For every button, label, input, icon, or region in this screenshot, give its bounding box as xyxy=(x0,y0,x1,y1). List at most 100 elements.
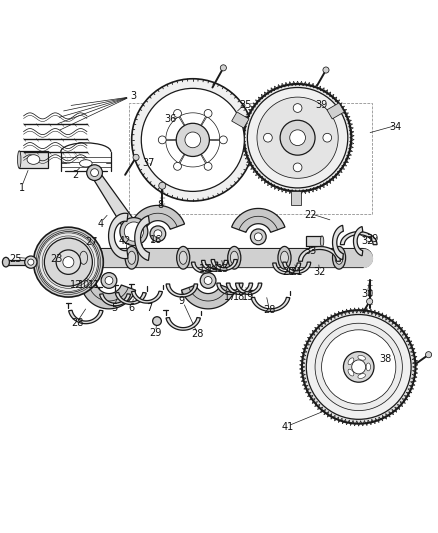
Circle shape xyxy=(290,130,305,146)
Ellipse shape xyxy=(27,155,40,164)
Polygon shape xyxy=(135,216,149,261)
Ellipse shape xyxy=(348,369,354,376)
Ellipse shape xyxy=(228,246,241,269)
Polygon shape xyxy=(273,263,300,274)
Polygon shape xyxy=(166,140,187,163)
Circle shape xyxy=(133,154,139,160)
Polygon shape xyxy=(340,232,377,245)
Bar xyxy=(327,103,344,119)
Circle shape xyxy=(315,323,403,410)
Circle shape xyxy=(152,317,161,326)
Circle shape xyxy=(244,84,351,191)
Text: 35: 35 xyxy=(239,100,251,110)
Text: 1: 1 xyxy=(18,183,25,193)
Polygon shape xyxy=(226,283,253,294)
Circle shape xyxy=(254,233,262,241)
Text: 36: 36 xyxy=(164,114,176,124)
Ellipse shape xyxy=(177,246,190,269)
Text: 13: 13 xyxy=(198,264,211,273)
Circle shape xyxy=(87,165,102,181)
Ellipse shape xyxy=(320,236,324,246)
Circle shape xyxy=(306,314,411,419)
Circle shape xyxy=(352,360,366,374)
Ellipse shape xyxy=(281,251,288,264)
Bar xyxy=(290,191,301,205)
Ellipse shape xyxy=(80,251,88,264)
Text: 5: 5 xyxy=(111,303,117,313)
Polygon shape xyxy=(201,261,228,271)
Circle shape xyxy=(426,352,431,358)
Polygon shape xyxy=(353,227,363,256)
Text: 32: 32 xyxy=(361,236,374,246)
Circle shape xyxy=(132,79,254,201)
Circle shape xyxy=(200,272,216,288)
Text: 12: 12 xyxy=(70,280,82,290)
Text: 28: 28 xyxy=(71,318,83,328)
Circle shape xyxy=(101,272,117,288)
Circle shape xyxy=(28,259,34,265)
Circle shape xyxy=(321,330,396,404)
Circle shape xyxy=(154,230,162,238)
Ellipse shape xyxy=(179,251,187,264)
Circle shape xyxy=(247,87,348,188)
Ellipse shape xyxy=(358,374,365,378)
Circle shape xyxy=(173,109,181,117)
Polygon shape xyxy=(181,285,235,309)
Ellipse shape xyxy=(80,160,92,167)
Polygon shape xyxy=(115,293,146,304)
Circle shape xyxy=(120,217,148,246)
Ellipse shape xyxy=(18,151,21,168)
Text: 11: 11 xyxy=(88,280,100,290)
Text: 27: 27 xyxy=(85,238,98,247)
Ellipse shape xyxy=(278,246,291,269)
Text: 7: 7 xyxy=(146,303,152,313)
Polygon shape xyxy=(332,225,343,260)
Circle shape xyxy=(25,256,37,268)
Bar xyxy=(306,236,322,246)
Ellipse shape xyxy=(332,246,346,269)
Text: 14: 14 xyxy=(207,264,219,273)
Circle shape xyxy=(105,277,113,285)
Text: 10: 10 xyxy=(78,280,91,290)
Ellipse shape xyxy=(366,363,371,371)
Polygon shape xyxy=(217,283,243,294)
Polygon shape xyxy=(91,170,140,236)
Text: 42: 42 xyxy=(119,236,131,246)
Text: 21: 21 xyxy=(290,266,303,277)
Circle shape xyxy=(280,120,315,155)
Circle shape xyxy=(264,133,272,142)
Text: 20: 20 xyxy=(283,266,295,277)
Text: 16: 16 xyxy=(149,235,162,245)
Circle shape xyxy=(158,136,166,144)
Text: 4: 4 xyxy=(98,219,104,229)
Text: 30: 30 xyxy=(361,288,374,298)
Circle shape xyxy=(302,310,416,424)
Polygon shape xyxy=(298,246,340,261)
Bar xyxy=(130,103,372,214)
Ellipse shape xyxy=(335,251,343,264)
Circle shape xyxy=(323,67,329,73)
Polygon shape xyxy=(251,297,290,311)
Circle shape xyxy=(91,169,99,176)
Text: 37: 37 xyxy=(142,158,155,167)
Circle shape xyxy=(219,136,227,144)
Polygon shape xyxy=(131,205,184,229)
Bar xyxy=(8,260,32,265)
Text: 9: 9 xyxy=(179,296,185,306)
Ellipse shape xyxy=(3,257,10,267)
Polygon shape xyxy=(166,318,201,330)
Circle shape xyxy=(173,163,181,170)
Text: 2: 2 xyxy=(72,170,78,180)
Circle shape xyxy=(343,352,374,382)
Circle shape xyxy=(38,231,99,293)
Circle shape xyxy=(323,133,332,142)
Text: 38: 38 xyxy=(380,354,392,364)
Polygon shape xyxy=(166,117,187,140)
Circle shape xyxy=(33,227,103,297)
Text: 28: 28 xyxy=(263,305,276,315)
Text: 19: 19 xyxy=(242,292,254,302)
Polygon shape xyxy=(180,151,206,167)
Circle shape xyxy=(204,163,212,170)
Text: 39: 39 xyxy=(315,100,328,110)
Polygon shape xyxy=(211,260,237,270)
